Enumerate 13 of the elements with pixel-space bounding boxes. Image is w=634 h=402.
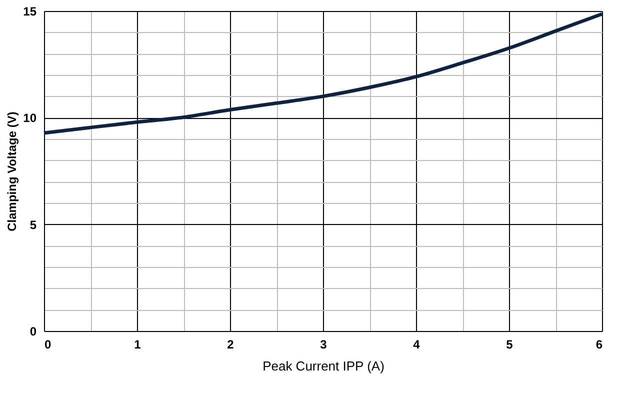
y-tick-label: 10: [23, 111, 37, 126]
x-tick-label: 1: [134, 338, 142, 352]
x-tick-label: 3: [320, 338, 328, 352]
x-tick-label: 6: [596, 338, 603, 352]
y-tick-label: 0: [30, 324, 37, 338]
x-tick-label: 5: [506, 338, 514, 352]
x-axis-title: Peak Current IPP (A): [262, 358, 384, 374]
y-tick-label: 15: [23, 4, 37, 18]
y-tick-label: 5: [30, 218, 37, 232]
y-axis-title: Clamping Voltage (V): [5, 112, 20, 232]
x-tick-label: 0: [44, 338, 52, 352]
x-tick-label: 4: [413, 338, 420, 352]
x-tick-label: 2: [227, 338, 234, 352]
